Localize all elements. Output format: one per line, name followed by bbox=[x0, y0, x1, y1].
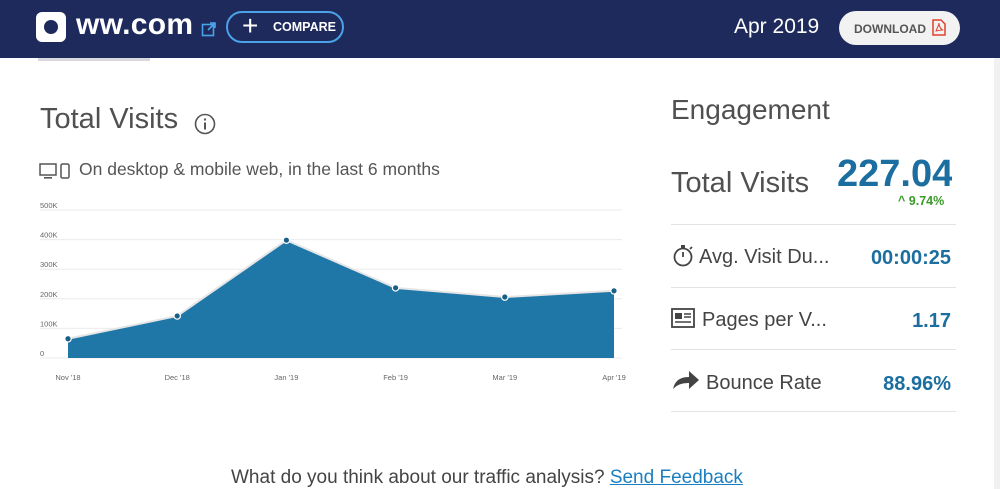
x-tick-label: Mar '19 bbox=[492, 373, 517, 382]
pdf-icon bbox=[932, 19, 946, 36]
engagement-title: Engagement bbox=[671, 94, 830, 125]
download-label: DOWNLOAD bbox=[854, 22, 926, 36]
plus-icon: + bbox=[242, 10, 259, 41]
up-arrow-icon: ^ bbox=[898, 194, 906, 208]
y-tick-label: 0 bbox=[40, 349, 44, 358]
x-tick-label: Feb '19 bbox=[383, 373, 408, 382]
engagement-total-visits-value: 227.04 bbox=[837, 153, 952, 195]
external-link-icon[interactable] bbox=[201, 21, 217, 37]
divider bbox=[671, 411, 956, 412]
site-name[interactable]: ww.com bbox=[76, 8, 194, 41]
feedback-question: What do you think about our traffic anal… bbox=[231, 467, 605, 488]
visits-line bbox=[67, 239, 615, 340]
divider bbox=[671, 224, 956, 225]
device-icons bbox=[39, 163, 70, 179]
metric-label-bounce-rate: Bounce Rate bbox=[706, 372, 822, 394]
total-visits-chart: 0 100K 200K 300K 400K 500K Nov '18 Dec '18 Jan '… bbox=[40, 201, 626, 382]
engagement-total-visits-label: Total Visits bbox=[671, 167, 810, 199]
data-point bbox=[173, 312, 182, 320]
y-tick-label: 400K bbox=[40, 231, 58, 240]
metric-label-pages-per-visit: Pages per V... bbox=[702, 309, 827, 331]
mobile-icon bbox=[60, 163, 70, 179]
compare-button[interactable]: + COMPARE bbox=[226, 10, 344, 43]
tab-indicator bbox=[38, 58, 150, 61]
data-point bbox=[500, 293, 509, 301]
feedback-prompt: What do you think about our traffic anal… bbox=[231, 467, 743, 489]
data-point bbox=[610, 286, 618, 295]
desktop-icon bbox=[39, 163, 57, 179]
info-icon[interactable] bbox=[194, 113, 216, 135]
y-tick-label: 100K bbox=[40, 319, 58, 328]
divider bbox=[671, 287, 956, 288]
download-button[interactable]: DOWNLOAD bbox=[839, 11, 960, 45]
scrollbar-track[interactable] bbox=[994, 58, 1000, 489]
metric-value-bounce-rate: 88.96% bbox=[883, 373, 951, 395]
data-point bbox=[64, 334, 72, 343]
pages-icon bbox=[671, 308, 695, 328]
send-feedback-link[interactable]: Send Feedback bbox=[609, 467, 743, 488]
x-tick-label: Jan '19 bbox=[274, 373, 298, 382]
metric-value-avg-visit-duration: 00:00:25 bbox=[870, 247, 951, 269]
x-tick-label: Apr '19 bbox=[602, 373, 626, 382]
total-visits-title: Total Visits bbox=[40, 103, 179, 135]
metric-label-avg-visit-duration: Avg. Visit Du... bbox=[699, 246, 830, 268]
y-tick-label: 500K bbox=[40, 201, 58, 210]
site-favicon-icon[interactable] bbox=[36, 12, 66, 42]
compare-label: COMPARE bbox=[273, 20, 336, 34]
divider bbox=[671, 349, 956, 350]
visits-change-value: 9.74% bbox=[908, 194, 945, 208]
date-selector[interactable]: Apr 2019 bbox=[734, 15, 820, 38]
data-point bbox=[391, 284, 400, 292]
total-visits-subtitle: On desktop & mobile web, in the last 6 m… bbox=[79, 159, 440, 179]
visits-area bbox=[68, 240, 614, 358]
x-tick-label: Nov '18 bbox=[55, 373, 80, 382]
y-tick-label: 300K bbox=[40, 260, 58, 269]
x-tick-label: Dec '18 bbox=[165, 373, 190, 382]
metric-value-pages-per-visit: 1.17 bbox=[912, 310, 951, 332]
bounce-arrow-icon bbox=[673, 371, 699, 389]
data-point bbox=[282, 236, 291, 244]
y-tick-label: 200K bbox=[40, 290, 58, 299]
stopwatch-icon bbox=[673, 245, 693, 267]
top-bar: ww.com + COMPARE Apr 2019 DOWNLOAD bbox=[0, 0, 1000, 58]
visits-change-indicator: ^ 9.74% bbox=[898, 194, 944, 208]
